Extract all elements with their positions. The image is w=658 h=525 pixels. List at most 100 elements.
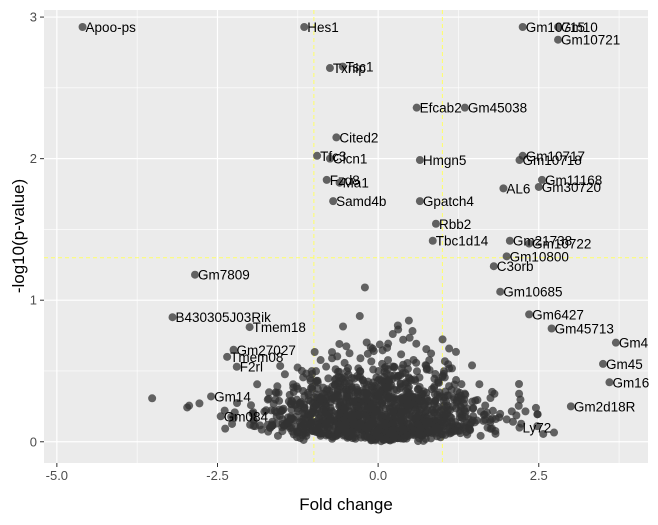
labeled-gene-point [191, 270, 199, 279]
gene-label: Tmem08 [230, 350, 283, 365]
gene-label: Gm10 [561, 20, 598, 35]
labeled-gene-point [525, 310, 534, 319]
gene-point [327, 391, 336, 400]
gene-point [347, 413, 356, 422]
gene-point [514, 401, 523, 410]
labeled-gene-point [499, 184, 508, 193]
gene-point [345, 385, 354, 394]
gene-point [307, 367, 316, 376]
gene-point [302, 431, 311, 440]
gene-label: B430305J03Rik [176, 310, 272, 325]
gene-label: Gm21738 [513, 234, 572, 249]
gene-point [291, 412, 300, 421]
gene-point [280, 370, 289, 379]
gene-point [326, 420, 335, 429]
gene-point [403, 358, 412, 367]
labeled-gene-point [207, 392, 216, 401]
labeled-gene-point [428, 236, 437, 245]
gene-point [451, 404, 460, 413]
x-tick-label: -2.5 [206, 468, 228, 483]
labeled-gene-point [338, 62, 347, 71]
labeled-gene-point [547, 324, 556, 333]
gene-point [455, 388, 464, 397]
gene-point [452, 396, 461, 405]
gene-point [475, 380, 484, 389]
gene-point [371, 407, 380, 416]
labeled-gene-point [431, 219, 440, 228]
gene-point [399, 434, 408, 443]
gene-point [322, 362, 331, 371]
gene-point [148, 394, 157, 403]
gene-point [340, 430, 349, 439]
gene-label: Gm6427 [532, 307, 584, 322]
gene-point [469, 404, 478, 413]
gene-point [508, 417, 517, 426]
x-axis-title: Fold change [299, 495, 393, 514]
gene-point [469, 412, 478, 421]
gene-point [404, 373, 413, 382]
labeled-gene-point [78, 22, 87, 31]
gene-point [378, 359, 387, 368]
gene-point [246, 401, 255, 410]
gene-point [516, 395, 525, 404]
labeled-gene-point [534, 182, 543, 191]
gene-point [488, 406, 497, 415]
labeled-gene-point [554, 35, 563, 44]
gene-point [360, 388, 369, 397]
gene-point [373, 426, 382, 435]
gene-point [390, 432, 399, 441]
gene-point [319, 383, 328, 392]
gene-point [502, 415, 511, 424]
gene-point [515, 380, 524, 389]
gene-point [304, 409, 313, 418]
gene-point [439, 396, 448, 405]
gene-point [256, 421, 265, 430]
gene-point [382, 384, 391, 393]
gene-point [404, 316, 413, 325]
gene-point [260, 407, 269, 416]
gene-point [476, 431, 485, 440]
gene-point [521, 407, 530, 416]
x-tick-label: -5.0 [46, 468, 68, 483]
gene-label: Gm10717 [526, 149, 585, 164]
gene-label: Gm10718 [522, 153, 581, 168]
gene-point [388, 397, 397, 406]
labeled-gene-point [611, 338, 620, 347]
gene-point [316, 395, 325, 404]
point-cloud [148, 283, 559, 446]
gene-point [334, 367, 343, 376]
gene-label: Tfc3 [320, 149, 346, 164]
gene-point [356, 354, 365, 363]
labeled-gene-point [325, 64, 334, 73]
labeled-gene-point [229, 345, 238, 354]
gene-point [416, 425, 425, 434]
gene-point [297, 366, 306, 375]
gene-point [394, 325, 403, 334]
gene-point [308, 417, 317, 426]
gene-point [411, 410, 420, 419]
gene-point [335, 386, 344, 395]
y-tick-label: 2 [30, 151, 37, 166]
labeled-gene-point [335, 178, 344, 187]
gene-point [369, 347, 378, 356]
gene-point [447, 385, 456, 394]
gene-point [272, 412, 281, 421]
labeled-gene-point [415, 197, 424, 206]
gene-point [273, 382, 282, 391]
gene-label: Tmem18 [253, 320, 306, 335]
gene-point [221, 424, 230, 433]
gene-point [383, 365, 392, 374]
gene-point [482, 408, 491, 417]
gene-label: Rbb2 [439, 217, 471, 232]
gene-point [451, 347, 460, 356]
gene-point [533, 422, 542, 431]
labeled-gene-point [505, 236, 514, 245]
gene-point [385, 377, 394, 386]
labeled-gene-point [300, 22, 309, 31]
labeled-gene-point [599, 359, 608, 368]
gene-point [405, 400, 414, 409]
gene-label: Gm084 [224, 409, 269, 424]
gene-point [353, 371, 362, 380]
